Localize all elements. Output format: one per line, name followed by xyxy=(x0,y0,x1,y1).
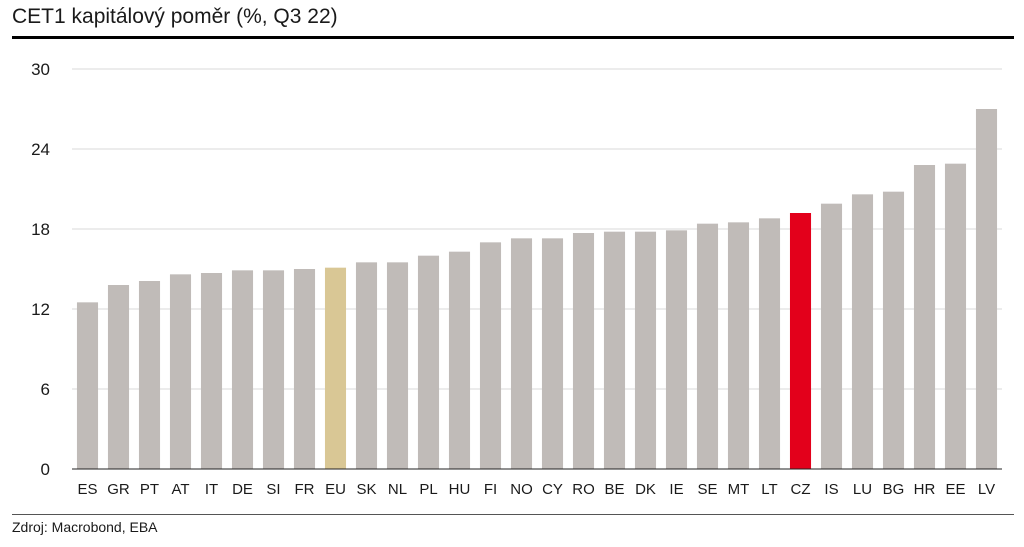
bar-cz xyxy=(789,213,812,469)
x-tick-label-ee: EE xyxy=(945,481,965,498)
bar-sk xyxy=(355,262,378,469)
x-tick-label-sk: SK xyxy=(356,481,376,498)
y-tick-label: 0 xyxy=(41,460,50,479)
source-note: Zdroj: Macrobond, EBA xyxy=(12,519,158,535)
bar-lt xyxy=(758,218,781,469)
bar-se xyxy=(696,223,719,469)
x-tick-label-lu: LU xyxy=(853,481,872,498)
x-tick-label-eu: EU xyxy=(325,481,346,498)
y-tick-label: 18 xyxy=(31,220,50,239)
x-tick-label-ie: IE xyxy=(669,481,683,498)
bar-mt xyxy=(727,222,750,469)
y-tick-label: 6 xyxy=(41,380,50,399)
x-tick-label-ro: RO xyxy=(572,481,595,498)
bar-lv xyxy=(975,109,998,469)
bar-hr xyxy=(913,165,936,469)
gridlines xyxy=(72,68,1002,390)
x-tick-label-cy: CY xyxy=(542,481,563,498)
bar-ee xyxy=(944,163,967,470)
x-tick-label-at: AT xyxy=(171,481,189,498)
y-tick-label: 30 xyxy=(31,60,50,79)
x-tick-label-hu: HU xyxy=(449,481,471,498)
y-tick-label: 12 xyxy=(31,300,50,319)
y-axis-ticks: 0 6 12 18 24 30 xyxy=(31,60,50,479)
x-tick-label-si: SI xyxy=(266,481,280,498)
x-tick-label-bg: BG xyxy=(883,481,905,498)
bar-fr xyxy=(293,269,316,469)
chart-title: CET1 kapitálový poměr (%, Q3 22) xyxy=(12,5,338,28)
bar-pl xyxy=(417,255,440,469)
x-tick-label-be: BE xyxy=(604,481,624,498)
bar-is xyxy=(820,203,843,470)
source-rule xyxy=(12,514,1014,515)
bar-lu xyxy=(851,194,874,469)
bar-si xyxy=(262,270,285,469)
bar-ie xyxy=(665,230,688,469)
bar-cy xyxy=(541,238,564,469)
x-tick-label-dk: DK xyxy=(635,481,656,498)
y-tick-label: 24 xyxy=(31,140,50,159)
bar-nl xyxy=(386,262,409,469)
bar-es xyxy=(76,302,99,469)
bar-it xyxy=(200,273,223,469)
bars xyxy=(76,109,998,470)
bar-bg xyxy=(882,191,905,470)
x-tick-label-fr: FR xyxy=(295,481,315,498)
x-tick-label-gr: GR xyxy=(107,481,130,498)
x-tick-label-de: DE xyxy=(232,481,253,498)
x-tick-label-lt: LT xyxy=(761,481,777,498)
bar-dk xyxy=(634,231,657,469)
x-tick-label-es: ES xyxy=(77,481,97,498)
x-tick-label-nl: NL xyxy=(388,481,407,498)
bar-gr xyxy=(107,285,130,469)
bar-ro xyxy=(572,233,595,469)
x-tick-label-lv: LV xyxy=(978,481,995,498)
x-tick-label-pt: PT xyxy=(140,481,159,498)
x-axis-ticks: ES GR PT AT IT DE SI FR EU SK NL PL HU FI NO CY RO BE DK IE… xyxy=(77,481,995,498)
x-tick-label-no: NO xyxy=(510,481,533,498)
x-tick-label-hr: HR xyxy=(914,481,936,498)
x-tick-label-it: IT xyxy=(205,481,218,498)
x-tick-label-cz: CZ xyxy=(791,481,811,498)
title-rule xyxy=(12,36,1014,39)
bar-fi xyxy=(479,242,502,469)
bar-be xyxy=(603,231,626,469)
x-tick-label-pl: PL xyxy=(419,481,437,498)
bar-pt xyxy=(138,281,161,469)
x-tick-label-se: SE xyxy=(697,481,717,498)
x-tick-label-fi: FI xyxy=(484,481,497,498)
bar-at xyxy=(169,274,192,469)
bar-eu xyxy=(324,267,347,469)
x-tick-label-mt: MT xyxy=(728,481,750,498)
bar-hu xyxy=(448,251,471,469)
x-tick-label-is: IS xyxy=(824,481,838,498)
bar-de xyxy=(231,270,254,469)
bar-no xyxy=(510,238,533,469)
